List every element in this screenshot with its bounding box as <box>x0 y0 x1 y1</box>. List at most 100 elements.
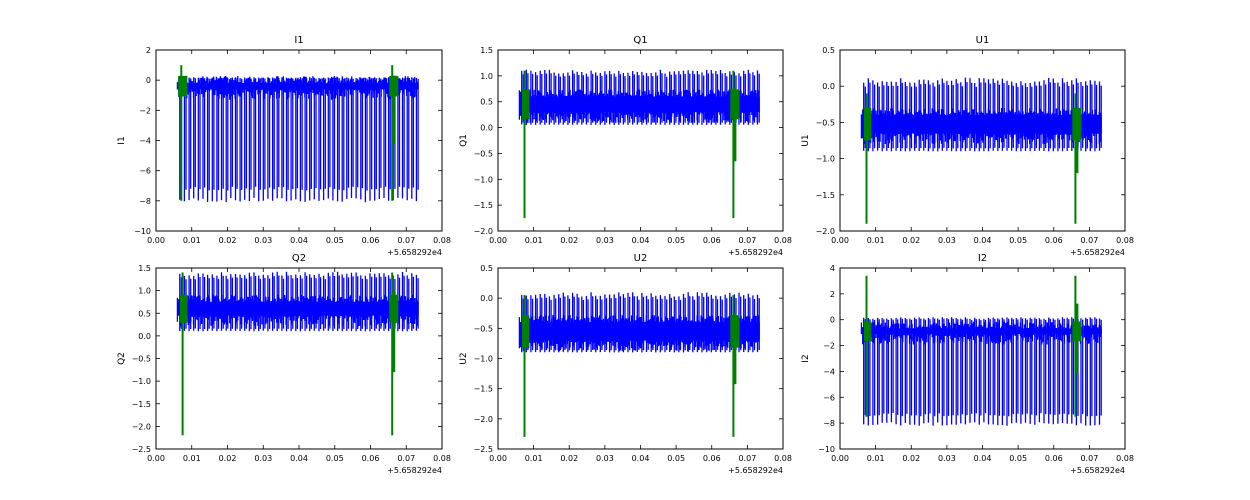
x-offset-label: +5.658292e4 <box>1070 248 1125 257</box>
x-tick-label: 0.07 <box>1080 236 1098 245</box>
y-axis-label: Q1 <box>459 134 469 147</box>
y-tick-label: −2 <box>139 106 151 115</box>
subplot-U1: 0.00 0.01 0.02 0.03 0.04 0.05 0.06 0.07 0.08 −2.0… <box>801 35 1134 257</box>
x-tick-label: 0.05 <box>1009 454 1027 463</box>
x-tick-label: 0.01 <box>183 236 201 245</box>
x-tick-label: 0.01 <box>183 454 201 463</box>
x-tick-label: 0.02 <box>219 454 237 463</box>
series-green-segment <box>730 295 740 437</box>
x-tick-label: 0.04 <box>974 236 992 245</box>
x-offset-label: +5.658292e4 <box>387 248 442 257</box>
y-tick-label: 1.0 <box>480 72 493 81</box>
y-tick-label: −1.5 <box>474 201 493 210</box>
x-tick-label: 0.06 <box>362 454 380 463</box>
y-tick-label: −1.0 <box>474 355 493 364</box>
y-tick-label: −2.0 <box>474 415 493 424</box>
x-tick-label: 0.00 <box>489 236 507 245</box>
y-tick-label: 1.0 <box>138 287 151 296</box>
y-axis-label: I1 <box>117 136 127 144</box>
series-green-segment <box>521 295 530 437</box>
y-axis-label: U1 <box>801 134 811 146</box>
series-green-segment <box>521 70 530 219</box>
y-tick-label: −0.5 <box>474 324 493 333</box>
y-tick-label: −4 <box>139 137 151 146</box>
subplot-title: Q2 <box>292 253 306 264</box>
x-tick-label: 0.08 <box>1116 236 1134 245</box>
subplot-title: U1 <box>976 35 990 46</box>
y-tick-label: 0 <box>146 76 151 85</box>
subplot-title: U2 <box>634 253 648 264</box>
x-tick-label: 0.00 <box>147 454 165 463</box>
y-tick-label: −2.0 <box>132 422 151 431</box>
y-axis-label: Q2 <box>117 352 127 365</box>
y-tick-label: −8 <box>139 197 151 206</box>
series-green-segment <box>1072 275 1082 417</box>
subplot-I1: 0.00 0.01 0.02 0.03 0.04 0.05 0.06 0.07 0.08 −10 −… <box>117 35 451 257</box>
y-tick-label: 1.5 <box>480 46 493 55</box>
x-tick-label: 0.01 <box>525 454 543 463</box>
x-tick-label: 0.07 <box>738 454 756 463</box>
y-tick-label: −1.5 <box>816 191 835 200</box>
x-tick-label: 0.02 <box>902 454 920 463</box>
y-tick-label: −6 <box>823 393 835 402</box>
series-green-segment <box>180 272 188 436</box>
series-blue <box>860 317 1102 426</box>
y-tick-label: 2 <box>146 46 151 55</box>
series-green-segment <box>730 70 740 219</box>
y-tick-label: 0.5 <box>480 98 493 107</box>
y-tick-label: −8 <box>823 419 835 428</box>
y-axis-label: I2 <box>801 354 811 362</box>
y-tick-label: 0.0 <box>480 294 493 303</box>
x-tick-label: 0.03 <box>254 454 272 463</box>
data-layer <box>860 275 1102 426</box>
y-tick-label: 0.0 <box>822 82 835 91</box>
y-tick-label: −0.5 <box>474 149 493 158</box>
x-tick-label: 0.00 <box>831 236 849 245</box>
x-tick-label: 0.06 <box>1045 236 1063 245</box>
x-tick-label: 0.07 <box>738 236 756 245</box>
y-tick-label: −10 <box>134 227 151 236</box>
y-tick-label: −2.5 <box>474 445 493 454</box>
series-blue <box>176 76 419 203</box>
x-tick-label: 0.05 <box>1009 236 1027 245</box>
y-tick-label: −2.0 <box>816 227 835 236</box>
y-tick-label: −10 <box>818 445 835 454</box>
y-tick-label: 0.5 <box>138 309 151 318</box>
x-tick-label: 0.00 <box>489 454 507 463</box>
x-tick-label: 0.00 <box>831 454 849 463</box>
x-tick-label: 0.04 <box>290 454 308 463</box>
x-tick-label: 0.05 <box>326 236 344 245</box>
data-layer <box>518 292 760 437</box>
subplot-title: I1 <box>294 35 303 46</box>
x-offset-label: +5.658292e4 <box>387 466 442 475</box>
x-tick-label: 0.04 <box>632 236 650 245</box>
y-tick-label: 0.0 <box>480 124 493 133</box>
x-tick-label: 0.05 <box>326 454 344 463</box>
y-tick-label: 4 <box>830 264 835 273</box>
y-tick-label: 0 <box>830 316 835 325</box>
data-layer <box>176 271 419 436</box>
y-tick-label: 1.5 <box>138 264 151 273</box>
series-green-segment <box>863 93 872 224</box>
y-tick-label: 0.5 <box>822 46 835 55</box>
subplot-I2: 0.00 0.01 0.02 0.03 0.04 0.05 0.06 0.07 0.08 −10 −… <box>801 253 1134 475</box>
x-tick-label: 0.07 <box>1080 454 1098 463</box>
subplot-U2: 0.00 0.01 0.02 0.03 0.04 0.05 0.06 0.07 0.08 −2.5… <box>459 253 792 475</box>
series-green-segment <box>178 65 188 201</box>
series-green-segment <box>389 65 399 201</box>
x-tick-label: 0.05 <box>667 454 685 463</box>
y-tick-label: 2 <box>830 290 835 299</box>
x-tick-label: 0.03 <box>596 236 614 245</box>
x-offset-label: +5.658292e4 <box>728 466 783 475</box>
x-tick-label: 0.03 <box>938 236 956 245</box>
x-tick-label: 0.02 <box>902 236 920 245</box>
x-tick-label: 0.02 <box>560 236 578 245</box>
y-tick-label: −2.0 <box>474 227 493 236</box>
y-tick-label: −1.0 <box>132 377 151 386</box>
y-tick-label: −0.5 <box>132 355 151 364</box>
x-tick-label: 0.08 <box>774 236 792 245</box>
x-tick-label: 0.08 <box>433 236 451 245</box>
x-tick-label: 0.07 <box>397 236 415 245</box>
data-layer <box>860 77 1102 224</box>
x-tick-label: 0.04 <box>290 236 308 245</box>
